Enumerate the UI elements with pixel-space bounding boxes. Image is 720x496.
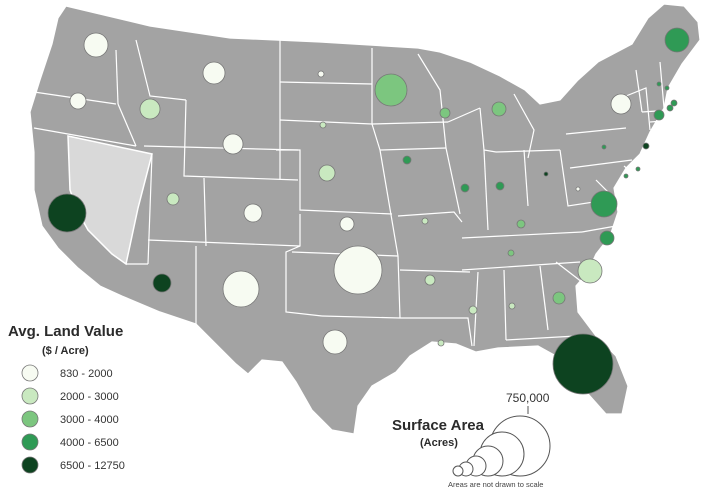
bubble-wi [439,107,451,119]
size-legend: 750,000 Surface Area (Acres) Areas are n… [392,391,551,489]
bubble-sc [577,258,603,284]
color-legend-swatch-2 [21,387,39,405]
color-legend-swatch-5 [21,456,39,474]
bubble-pa [601,144,607,150]
bubble-me [664,27,690,53]
bubble-ut [166,192,180,206]
bubble-ga [552,291,566,305]
color-legend-label-2: 2000 - 3000 [60,391,119,403]
bubble-sd [319,121,327,129]
bubble-ca [47,193,87,233]
bubble-fl [552,333,614,395]
bubble-mt [202,61,226,85]
bubble-wa [83,32,109,58]
bubble-tx [322,329,348,355]
color-legend-swatch-1 [21,364,39,382]
bubble-ks [339,216,355,232]
bubble-nd [317,70,325,78]
bubble-ny [610,93,632,115]
bubble-wv [575,186,581,192]
bubble-ct [653,109,665,121]
bubble-ar [424,274,436,286]
bubble-id [139,98,161,120]
bubble-ky [516,219,526,229]
color-legend-label-1: 830 - 2000 [60,368,113,380]
bubble-oh [543,171,549,177]
bubble-al [508,302,516,310]
size-legend-note: Areas are not drawn to scale [448,480,543,489]
bubble-mn [374,73,408,107]
bubble-ri [666,104,674,112]
bubble-va [590,190,618,218]
size-legend-subtitle: (Acres) [420,437,458,449]
bubble-layer [47,27,690,395]
color-legend-swatch-4 [21,433,39,451]
bubble-nh [664,85,670,91]
bubble-nc [599,230,615,246]
bubble-ms [468,305,478,315]
bubble-nm [222,270,260,308]
color-legend-title: Avg. Land Value [8,323,123,340]
color-legend: Avg. Land Value ($ / Acre) 830 - 2000 200… [8,323,125,474]
bubble-or [69,92,87,110]
bubble-il [460,183,470,193]
us-landmass [29,3,701,435]
bubble-mo [421,217,429,225]
bubble-in [495,181,505,191]
bubble-az [152,273,172,293]
bubble-ne [318,164,336,182]
bubble-mi [491,101,507,117]
color-legend-label-3: 3000 - 4000 [60,414,119,426]
color-legend-swatch-3 [21,410,39,428]
bubble-ia [402,155,412,165]
bubble-wy [222,133,244,155]
color-legend-label-4: 4000 - 6500 [60,437,119,449]
bubble-de [623,173,629,179]
size-legend-title: Surface Area [392,417,485,434]
bubble-vt [656,81,662,87]
bubble-md [642,142,650,150]
bubble-ok [333,245,383,295]
bubble-co [243,203,263,223]
bubble-tn [507,249,515,257]
color-legend-label-5: 6500 - 12750 [60,460,125,472]
bubble-nj [635,166,641,172]
size-legend-circle-xxs [452,465,464,477]
size-legend-max-label: 750,000 [506,391,550,405]
bubble-la [437,339,445,347]
color-legend-items: 830 - 2000 2000 - 3000 3000 - 4000 4000 - 6… [21,364,125,474]
bubble-ma [670,99,678,107]
color-legend-subtitle: ($ / Acre) [42,345,89,357]
